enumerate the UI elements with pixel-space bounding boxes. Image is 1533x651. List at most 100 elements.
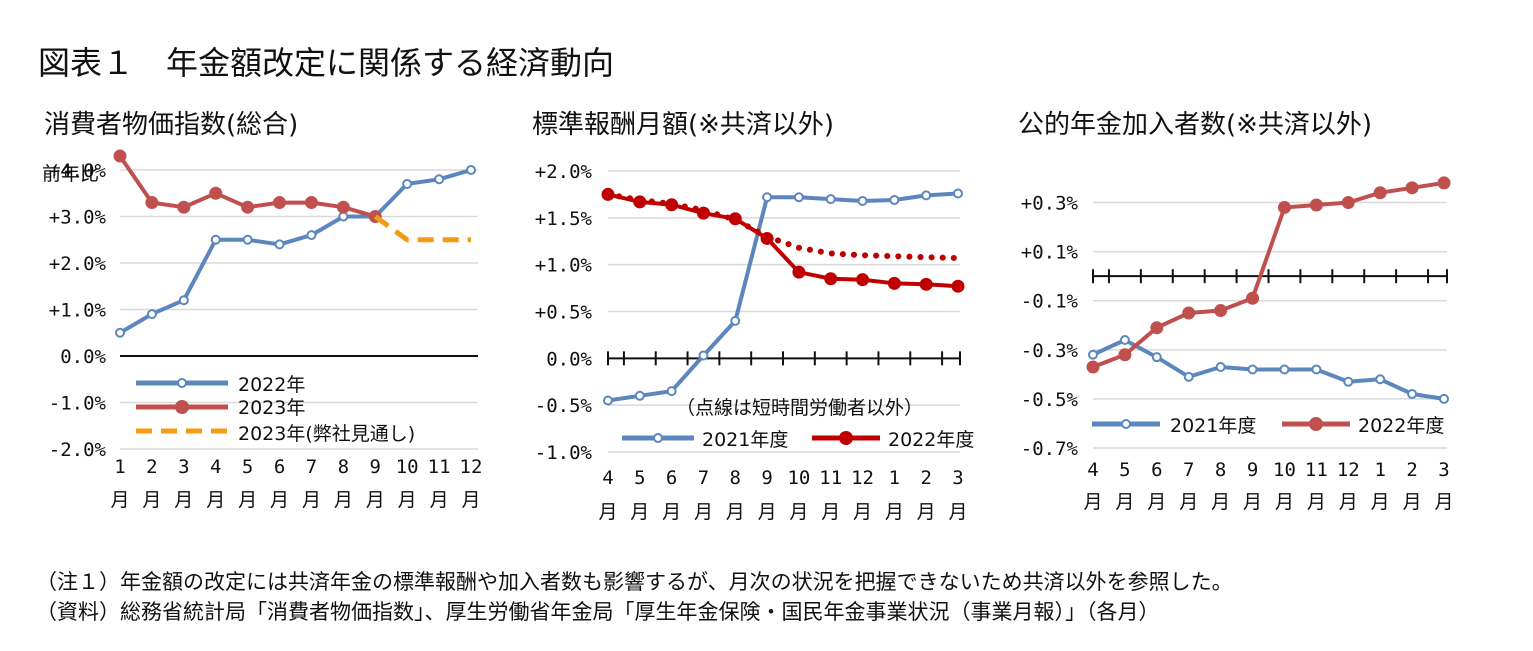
data-point [306, 230, 317, 241]
x-tick-label: 11 [819, 467, 842, 489]
y-tick-label: 0.0% [546, 348, 592, 370]
x-tick-label-suffix: 月 [174, 489, 193, 511]
data-point [887, 276, 901, 290]
data-point [856, 273, 870, 287]
legend-label: 2021年度 [702, 429, 788, 451]
y-tick-label: +4.0% [49, 160, 107, 182]
x-tick-label: 3 [952, 467, 963, 489]
y-tick-label: +0.5% [535, 302, 593, 324]
data-point [951, 279, 965, 293]
data-point [273, 196, 287, 210]
x-tick-label-suffix: 月 [1211, 491, 1230, 513]
legend-marker [653, 433, 663, 443]
y-axis-label: 前年比 [42, 163, 99, 185]
x-tick-label-suffix: 月 [885, 501, 904, 523]
x-tick-label-suffix: 月 [948, 501, 967, 523]
x-tick-label: 11 [1305, 459, 1328, 481]
x-tick-label: 11 [428, 456, 451, 478]
data-point [666, 386, 677, 397]
x-tick-label-suffix: 月 [142, 489, 161, 511]
data-point [466, 165, 476, 175]
y-tick-label: -0.5% [1021, 389, 1079, 411]
data-point [434, 174, 445, 185]
data-point [1214, 304, 1228, 318]
data-point [953, 188, 963, 199]
legend-label: 2023年 [238, 397, 305, 419]
x-tick-label: 8 [338, 456, 349, 478]
data-point [1309, 198, 1323, 212]
series-line [1092, 338, 1445, 401]
data-point [1118, 348, 1132, 362]
x-tick-label: 1 [889, 467, 900, 489]
data-point [730, 315, 741, 326]
x-tick-label-suffix: 月 [758, 501, 777, 523]
y-tick-label: -2.0% [49, 439, 107, 461]
data-point [1375, 374, 1386, 385]
x-tick-label-suffix: 月 [1147, 491, 1166, 513]
x-tick-label-suffix: 月 [1339, 491, 1358, 513]
data-point [1311, 364, 1322, 375]
x-tick-label-suffix: 月 [1243, 491, 1262, 513]
data-point [919, 277, 933, 291]
y-tick-label: -1.0% [535, 442, 593, 464]
x-tick-label: 10 [1273, 459, 1296, 481]
x-tick-label: 2 [146, 456, 157, 478]
x-tick-label: 7 [306, 456, 317, 478]
data-point [1183, 371, 1194, 382]
data-point [1150, 321, 1164, 335]
data-point [1088, 349, 1098, 360]
x-tick-label-suffix: 月 [821, 501, 840, 523]
data-point [1343, 376, 1354, 387]
x-tick-label-suffix: 月 [1403, 491, 1422, 513]
x-tick-label: 4 [1087, 459, 1098, 481]
data-point [274, 239, 285, 250]
x-tick-label-suffix: 月 [1115, 491, 1134, 513]
data-point [824, 272, 838, 286]
x-tick-label-suffix: 月 [1083, 491, 1102, 513]
data-point [1086, 360, 1100, 374]
x-tick-label: 3 [178, 456, 189, 478]
x-tick-label-suffix: 月 [917, 501, 936, 523]
x-tick-label-suffix: 月 [430, 489, 449, 511]
x-tick-label: 1 [1374, 459, 1385, 481]
data-point [634, 390, 645, 401]
data-point [242, 234, 253, 245]
y-tick-label: 0.0% [60, 346, 106, 368]
data-point [603, 395, 613, 406]
y-tick-label: -1.0% [49, 393, 107, 415]
footnote: （注１）年金額の改定には共済年金の標準報酬や加入者数も影響するが、月次の状況を把… [36, 570, 1233, 594]
x-tick-label: 7 [1183, 459, 1194, 481]
x-tick-label: 8 [1215, 459, 1226, 481]
data-point [210, 234, 221, 245]
legend-marker [839, 431, 853, 445]
source-note: （資料）総務省統計局「消費者物価指数」、厚生労働省年金局「厚生年金保険・国民年金… [36, 600, 1160, 624]
y-tick-label: +2.0% [49, 253, 107, 275]
y-tick-label: +1.5% [535, 208, 593, 230]
x-tick-label-suffix: 月 [1434, 491, 1453, 513]
legend-marker [1121, 419, 1131, 429]
data-point [178, 295, 189, 306]
data-point [1182, 306, 1196, 320]
x-tick-label: 3 [1438, 459, 1449, 481]
data-point [1215, 362, 1226, 372]
data-point [792, 265, 806, 279]
x-tick-label-suffix: 月 [789, 501, 808, 523]
series-line [607, 191, 959, 403]
x-tick-label-suffix: 月 [630, 501, 649, 523]
data-point [1279, 364, 1290, 375]
legend-label: 2022年度 [1358, 415, 1444, 437]
data-point [793, 192, 804, 203]
legend-marker [175, 400, 189, 414]
data-point [1247, 364, 1258, 375]
x-tick-label: 6 [274, 456, 285, 478]
x-tick-label-suffix: 月 [853, 501, 872, 523]
series-line [373, 214, 471, 243]
y-tick-label: +0.1% [1021, 242, 1079, 264]
legend-label: 2021年度 [1170, 415, 1256, 437]
data-point [145, 196, 159, 210]
data-point [762, 192, 773, 203]
data-point [1246, 291, 1260, 305]
legend-label: 2022年 [238, 374, 305, 396]
data-point [857, 195, 868, 206]
